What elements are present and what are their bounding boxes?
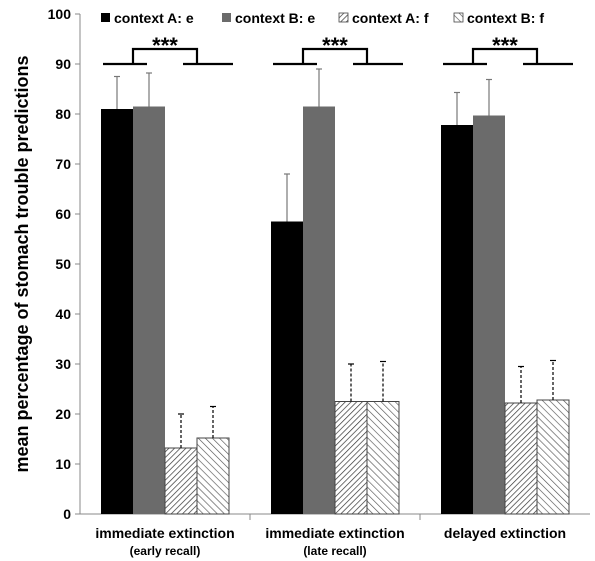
- significance-bracket: [103, 47, 233, 66]
- significance-label: ***: [322, 33, 348, 58]
- x-tick-label: immediate extinction: [95, 525, 234, 541]
- axes: 0 10 20 30 40 50 60 70 80 90 100 immediate extincti…: [48, 6, 590, 558]
- bar: [504, 402, 538, 515]
- legend-label: context B: e: [235, 10, 315, 26]
- bar: [133, 106, 165, 514]
- y-tick-label: 90: [55, 56, 71, 72]
- y-tick-label: 60: [55, 206, 71, 222]
- y-tick-label: 20: [55, 406, 71, 422]
- bar: [303, 106, 335, 514]
- y-tick-label: 80: [55, 106, 71, 122]
- legend: context A: e context B: e context A: f cont…: [101, 10, 544, 26]
- significance-label: ***: [152, 33, 178, 58]
- legend-swatch: [101, 13, 110, 22]
- y-tick-label: 0: [63, 506, 71, 522]
- y-axis-label: mean percentage of stomach trouble predi…: [12, 55, 32, 472]
- bars: [101, 106, 570, 515]
- bar: [196, 437, 230, 515]
- error-bars: [114, 68, 556, 448]
- bar: [536, 399, 570, 515]
- bar: [101, 109, 133, 514]
- legend-label: context A: f: [352, 10, 429, 26]
- significance-bracket: [443, 47, 573, 66]
- y-tick-label: 100: [48, 6, 72, 22]
- y-tick-label: 30: [55, 356, 71, 372]
- y-tick-label: 50: [55, 256, 71, 272]
- bar: [271, 221, 303, 514]
- x-tick-sublabel: (late recall): [303, 544, 366, 558]
- legend-label: context B: f: [467, 10, 544, 26]
- y-tick-label: 10: [55, 456, 71, 472]
- bar: [334, 401, 368, 515]
- legend-label: context A: e: [114, 10, 194, 26]
- x-tick-label: delayed extinction: [444, 525, 566, 541]
- significance-label: ***: [492, 33, 518, 58]
- legend-swatch: [338, 12, 349, 23]
- legend-swatch: [222, 13, 231, 22]
- bar: [366, 401, 400, 515]
- y-tick-label: 40: [55, 306, 71, 322]
- bar: [473, 115, 505, 514]
- significance-markers: *** *** ***: [103, 33, 573, 66]
- bar: [164, 447, 198, 515]
- bar: [441, 125, 473, 514]
- x-tick-label: immediate extinction: [265, 525, 404, 541]
- legend-swatch: [453, 12, 464, 23]
- x-tick-sublabel: (early recall): [130, 544, 201, 558]
- significance-bracket: [273, 47, 403, 66]
- y-tick-label: 70: [55, 156, 71, 172]
